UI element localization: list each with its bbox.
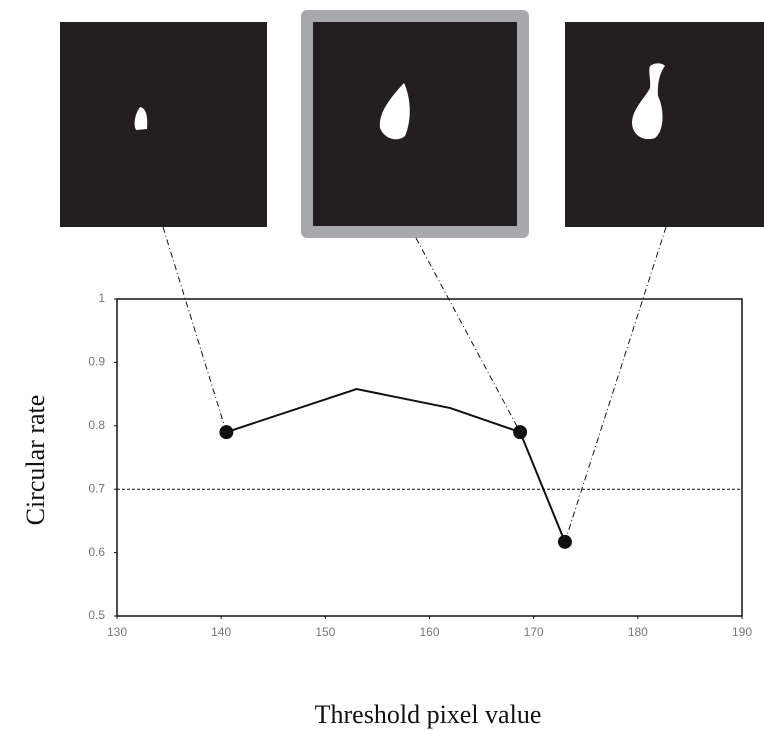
point-marker <box>558 535 572 549</box>
y-tick-label: 0.5 <box>88 608 105 622</box>
thumbnail-low <box>60 22 267 227</box>
point-marker <box>219 425 233 439</box>
y-tick-label: 0.8 <box>88 418 105 432</box>
x-tick-label: 180 <box>628 625 648 639</box>
y-axis-title: Circular rate <box>21 395 50 526</box>
connector <box>416 238 520 432</box>
thumbnail-high <box>565 22 764 227</box>
x-axis-title: Threshold pixel value <box>315 700 542 729</box>
x-tick-label: 160 <box>419 625 439 639</box>
y-tick-label: 0.6 <box>88 545 105 559</box>
x-tick-label: 150 <box>315 625 335 639</box>
line-series <box>226 389 565 542</box>
connector <box>163 227 226 432</box>
x-tick-label: 170 <box>524 625 544 639</box>
x-tick-label: 140 <box>211 625 231 639</box>
point-marker <box>513 425 527 439</box>
x-tick-label: 130 <box>107 625 127 639</box>
connector <box>565 227 666 542</box>
thumbnail-selected <box>301 10 529 238</box>
y-tick-label: 1 <box>98 291 105 305</box>
y-tick-label: 0.9 <box>88 355 105 369</box>
plot-frame <box>117 299 742 616</box>
y-tick-label: 0.7 <box>88 481 105 495</box>
chart: Threshold pixel value Circular rate 0.5 0… <box>0 0 764 731</box>
x-tick-label: 190 <box>732 625 752 639</box>
